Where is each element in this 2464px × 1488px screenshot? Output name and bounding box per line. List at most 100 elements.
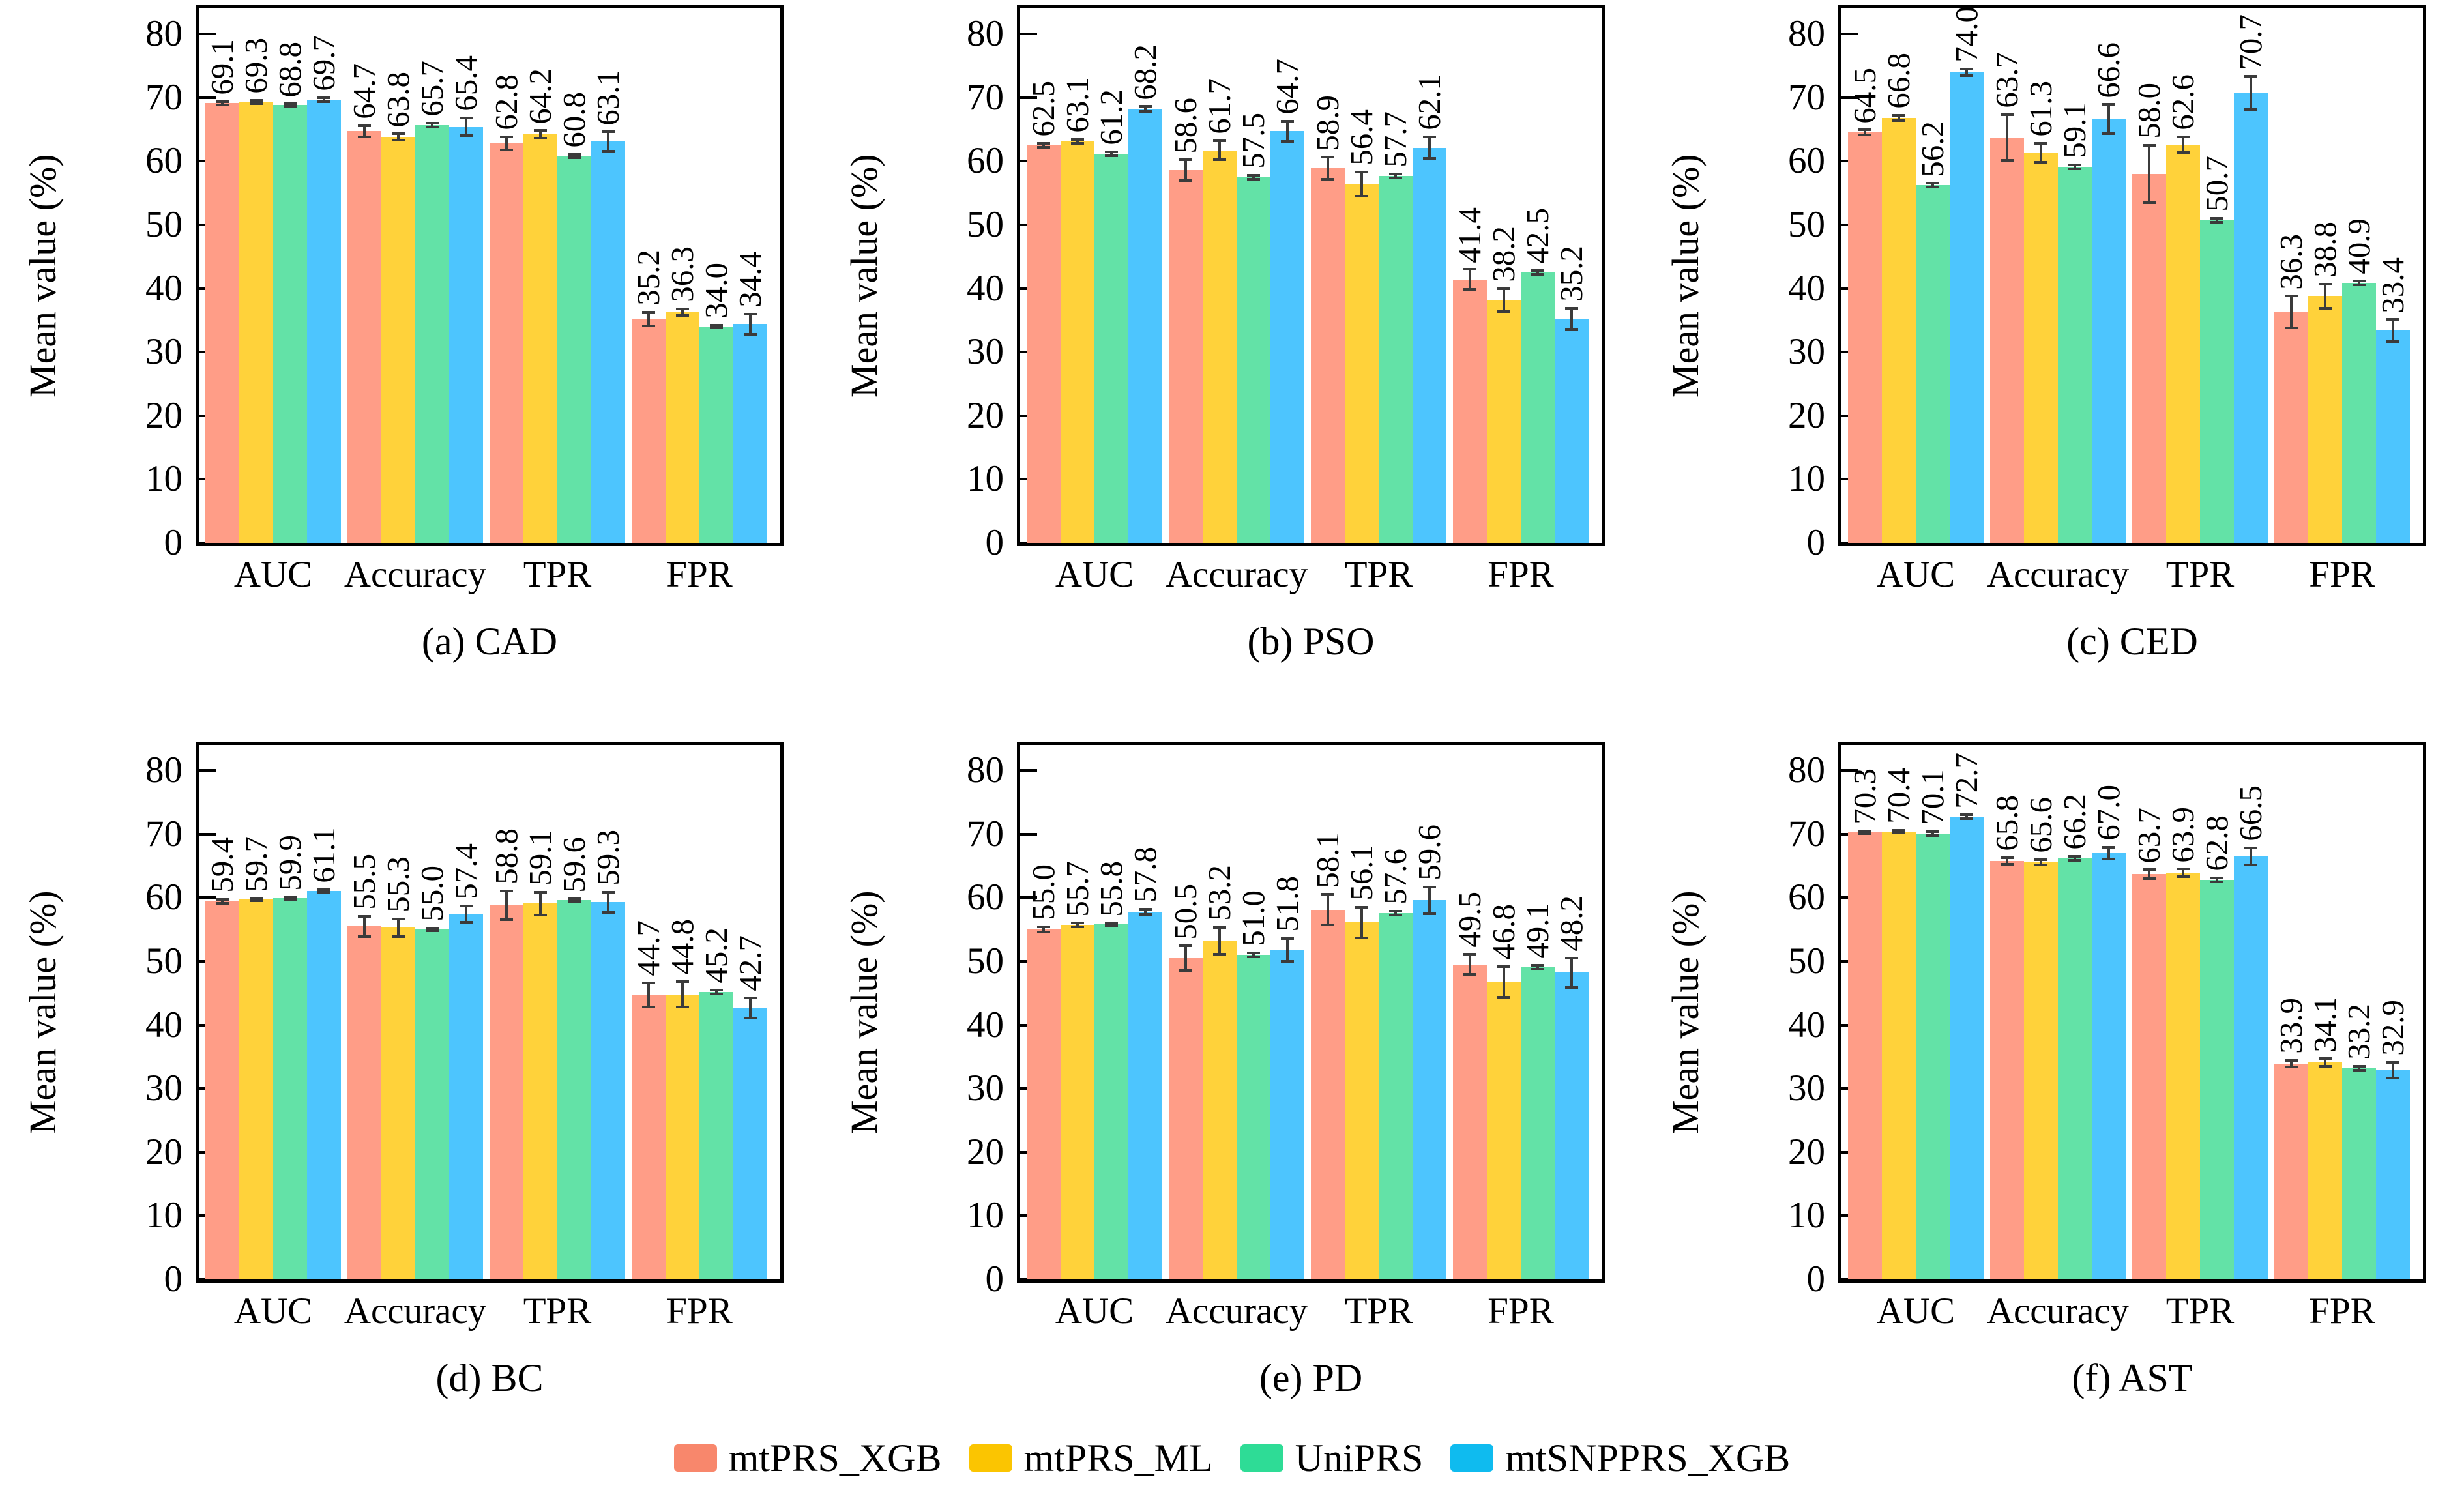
bar-error-cap xyxy=(1858,829,1871,832)
bar-value-label: 49.5 xyxy=(1452,892,1488,948)
bar-error xyxy=(2074,165,2076,169)
bar-error-cap xyxy=(1565,985,1578,989)
bar-error-cap xyxy=(1105,154,1118,157)
bar-error xyxy=(2290,1060,2293,1067)
bar-error-cap xyxy=(392,132,405,136)
bar-error-cap xyxy=(1926,186,1939,189)
bar-error xyxy=(1327,894,1329,926)
plot-area: 59.4 55.5 58.8 44.7 59.7 55.3 59.1 44.8 59.9 55.0… xyxy=(196,742,784,1283)
bar-error-cap xyxy=(2001,113,2014,117)
bar-error-cap xyxy=(534,913,547,916)
bar-value-label: 67.0 xyxy=(2090,785,2126,841)
y-tick-label: 70 xyxy=(145,813,183,854)
bar-error-cap xyxy=(744,1016,757,1019)
bar-value-label: 65.6 xyxy=(2023,796,2059,853)
bar-error-cap xyxy=(2386,1076,2399,1079)
panel-b-pso: Mean value (%) 62.5 58.6 58.9 41.4 63.1 61.7 5… xyxy=(821,0,1643,723)
bar-value-label: 50.5 xyxy=(1167,883,1203,940)
bar-value-label: 32.9 xyxy=(2375,1000,2411,1057)
bar-error-cap xyxy=(602,149,615,153)
bar-mtPRS_ML-AUC xyxy=(1061,141,1094,543)
bar-mtPRS_ML-Accuracy xyxy=(1203,941,1237,1279)
y-tick-label: 50 xyxy=(967,203,1004,245)
y-axis-tick xyxy=(199,96,216,99)
legend-label: UniPRS xyxy=(1295,1437,1424,1480)
bar-value-label: 61.2 xyxy=(1093,89,1129,145)
bar-error xyxy=(2006,857,2008,864)
y-tick-label: 40 xyxy=(967,267,1004,309)
bar-error-cap xyxy=(392,935,405,938)
bar-error-cap xyxy=(460,134,473,138)
bar-UniPRS-AUC xyxy=(1916,833,1950,1279)
bar-mtPRS_ML-TPR xyxy=(2166,144,2200,543)
bar-mtSNPPRS_XGB-Accuracy xyxy=(2092,119,2126,543)
bar-value-label: 59.4 xyxy=(204,837,240,894)
bar-error-cap xyxy=(1321,893,1334,896)
bar-error-cap xyxy=(676,1006,689,1009)
bar-value-label: 58.0 xyxy=(2131,83,2167,139)
bar-value-label: 59.7 xyxy=(238,836,274,892)
bar-error-cap xyxy=(1389,176,1402,179)
bar-UniPRS-FPR xyxy=(2342,282,2376,543)
bar-error xyxy=(1428,137,1431,159)
bar-UniPRS-TPR xyxy=(557,900,591,1279)
bar-error-cap xyxy=(1926,830,1939,833)
bar-UniPRS-AUC xyxy=(1094,153,1128,543)
bar-error-cap xyxy=(1139,105,1152,108)
y-axis-tick xyxy=(1020,33,1037,36)
bar-mtSNPPRS_XGB-TPR xyxy=(1413,147,1446,543)
x-tick-label: TPR xyxy=(1344,1291,1413,1332)
bar-error-cap xyxy=(1213,158,1226,162)
panel-caption: (f) AST xyxy=(2072,1356,2193,1399)
bar-error-cap xyxy=(2102,857,2115,860)
bar-error-cap xyxy=(1321,177,1334,181)
bar-value-label: 65.4 xyxy=(448,55,484,111)
bar-mtSNPPRS_XGB-Accuracy xyxy=(2092,853,2126,1279)
bar-value-label: 56.2 xyxy=(1914,121,1950,177)
bar-error-cap xyxy=(2068,168,2081,170)
y-tick-label: 50 xyxy=(145,940,183,982)
bar-error-cap xyxy=(1071,926,1084,929)
y-axis-tick xyxy=(1841,96,1858,99)
y-tick-label: 60 xyxy=(967,877,1004,918)
bar-value-label: 55.7 xyxy=(1059,860,1095,917)
bar-error-cap xyxy=(602,890,615,894)
bar-error xyxy=(505,890,508,920)
bar-error xyxy=(1076,923,1079,927)
bar-mtPRS_XGB-FPR xyxy=(632,319,666,543)
x-tick-label: Accuracy xyxy=(1986,554,2130,595)
bar-error-cap xyxy=(2319,1064,2332,1068)
bar-value-label: 68.2 xyxy=(1127,44,1163,100)
bar-error-cap xyxy=(250,98,263,102)
bar-error-cap xyxy=(1355,194,1368,197)
bar-error xyxy=(1536,965,1539,969)
bar-error-cap xyxy=(642,982,655,985)
bar-value-label: 70.1 xyxy=(1914,769,1950,825)
bar-error xyxy=(221,899,224,904)
x-tick-label: AUC xyxy=(1876,1291,1956,1332)
bar-value-label: 59.1 xyxy=(2057,102,2092,159)
x-tick-label: AUC xyxy=(233,554,313,595)
bar-error-cap xyxy=(2210,221,2223,224)
bar-value-label: 34.1 xyxy=(2307,996,2343,1053)
bar-value-label: 33.2 xyxy=(2341,1004,2377,1060)
bar-mtPRS_ML-AUC xyxy=(239,899,273,1279)
legend-swatch xyxy=(969,1444,1012,1472)
bar-error-cap xyxy=(284,898,297,901)
bar-error xyxy=(681,308,684,315)
bar-error-cap xyxy=(460,904,473,907)
bar-value-label: 57.6 xyxy=(1377,849,1413,905)
bar-error-cap xyxy=(1105,924,1118,927)
x-tick-label: FPR xyxy=(1488,1291,1554,1332)
bar-error xyxy=(397,918,400,937)
bar-value-label: 66.6 xyxy=(2090,42,2126,98)
legend-item: UniPRS xyxy=(1240,1437,1424,1480)
legend-swatch xyxy=(1450,1444,1494,1472)
bar-error xyxy=(749,314,752,334)
bar-error xyxy=(1570,308,1573,330)
bar-mtPRS_XGB-Accuracy xyxy=(1169,958,1203,1279)
bar-error-cap xyxy=(358,914,371,918)
x-tick-label: Accuracy xyxy=(344,1291,487,1332)
bar-value-label: 69.3 xyxy=(238,37,274,94)
bar-error-cap xyxy=(2034,141,2047,145)
